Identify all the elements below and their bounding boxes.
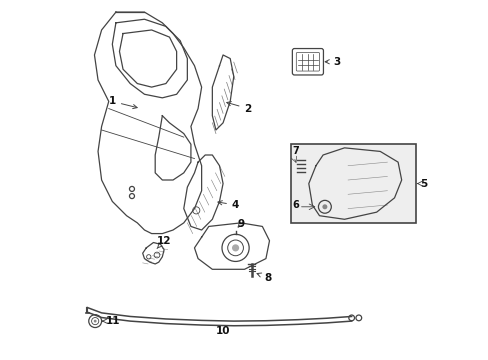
Circle shape <box>94 320 97 323</box>
Text: 9: 9 <box>237 219 244 229</box>
Text: 6: 6 <box>292 200 299 210</box>
Bar <box>290 144 415 223</box>
Text: 4: 4 <box>218 200 239 210</box>
Text: 1: 1 <box>108 96 137 109</box>
Text: 3: 3 <box>325 57 340 67</box>
Text: 7: 7 <box>292 146 299 156</box>
Circle shape <box>231 244 239 251</box>
Text: 2: 2 <box>226 102 251 113</box>
Text: 8: 8 <box>257 273 271 283</box>
Text: 12: 12 <box>157 236 171 248</box>
Text: 5: 5 <box>420 179 427 189</box>
Circle shape <box>322 204 326 209</box>
Text: 10: 10 <box>216 326 230 336</box>
Text: 11: 11 <box>102 316 120 326</box>
